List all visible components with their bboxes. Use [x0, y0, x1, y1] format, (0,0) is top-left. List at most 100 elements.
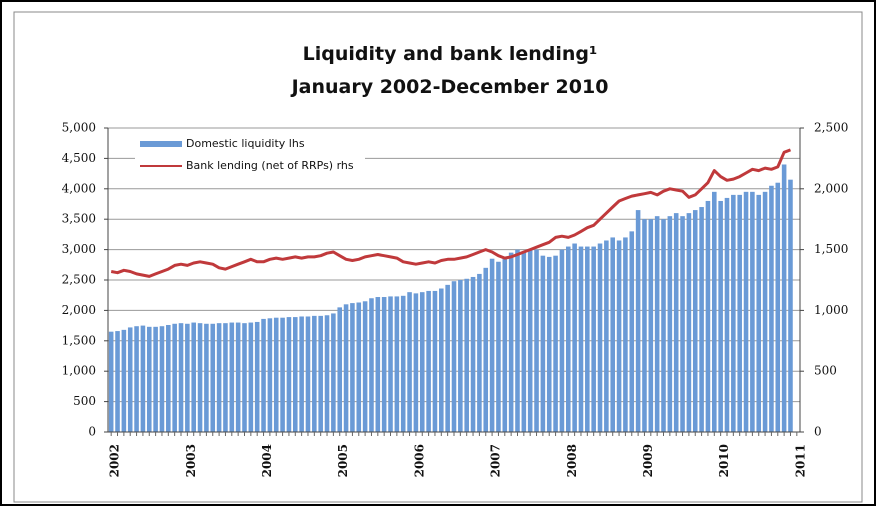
bar — [280, 317, 285, 432]
bar — [648, 219, 654, 432]
bar — [724, 197, 730, 432]
y-tick-label: 4,500 — [62, 151, 96, 165]
bar — [121, 329, 127, 432]
bar — [178, 323, 184, 432]
y-tick-label: 4,000 — [62, 181, 96, 195]
bar — [585, 246, 590, 432]
bar — [534, 249, 539, 432]
bar — [127, 327, 133, 432]
bar — [439, 288, 444, 432]
y-tick-label: 1,500 — [62, 333, 96, 347]
bar — [610, 237, 616, 432]
bar — [115, 331, 120, 432]
bar — [686, 213, 692, 432]
bar — [432, 290, 438, 432]
y-tick-label: 2,000 — [62, 303, 96, 317]
bar — [731, 194, 736, 432]
y-tick-label: 5,000 — [62, 121, 96, 135]
bar — [299, 316, 304, 432]
bar — [629, 231, 635, 432]
bar — [273, 317, 279, 432]
bar — [769, 185, 774, 432]
bar — [692, 210, 698, 432]
y-tick-label: 500 — [73, 394, 96, 408]
bar — [312, 315, 317, 432]
chart-title: Liquidity and bank lending¹ — [303, 43, 598, 65]
bar — [661, 219, 666, 432]
bar — [762, 191, 768, 432]
bar — [572, 243, 577, 432]
bar — [445, 284, 450, 432]
y2-tick-label: 500 — [814, 364, 837, 378]
bar — [350, 303, 355, 432]
bar — [134, 326, 139, 432]
bar — [267, 318, 273, 432]
bar — [140, 325, 146, 432]
bar — [216, 323, 222, 432]
bar — [369, 298, 374, 432]
bar — [781, 164, 787, 433]
bar — [381, 297, 387, 432]
bar — [788, 179, 793, 432]
x-tick-label: 2005 — [336, 444, 350, 477]
bar — [356, 302, 362, 432]
y2-tick-label: 1,000 — [814, 303, 848, 317]
bar — [210, 323, 216, 432]
bar — [407, 292, 412, 432]
x-tick-label: 2011 — [793, 444, 807, 477]
legend-label: Bank lending (net of RRPs) rhs — [186, 159, 354, 172]
bar — [483, 267, 489, 432]
bar — [242, 323, 247, 432]
bar — [159, 326, 165, 432]
bar — [496, 261, 501, 432]
bar — [223, 323, 228, 432]
bar — [591, 246, 596, 432]
bar — [292, 317, 298, 432]
x-tick-label: 2002 — [108, 444, 122, 477]
bar — [191, 322, 196, 432]
bar — [521, 252, 527, 432]
y-tick-label: 2,500 — [62, 273, 96, 287]
bar — [540, 255, 546, 432]
bar — [642, 219, 647, 432]
bar — [464, 278, 469, 432]
bar — [172, 323, 177, 432]
bar — [578, 246, 584, 432]
x-tick-label: 2008 — [565, 444, 579, 477]
bar — [546, 256, 552, 432]
bar — [477, 273, 482, 432]
y2-tick-label: 2,000 — [814, 181, 848, 195]
bar — [515, 249, 520, 432]
y-tick-label: 3,500 — [62, 212, 96, 226]
bar — [718, 200, 723, 432]
bar — [235, 322, 241, 432]
bar — [337, 307, 343, 432]
bar — [394, 296, 400, 432]
x-tick-label: 2010 — [717, 444, 731, 477]
bar — [254, 321, 260, 432]
bar — [261, 318, 266, 432]
chart-subtitle: January 2002-December 2010 — [290, 76, 609, 98]
bar — [343, 304, 349, 432]
bar — [502, 256, 508, 432]
bar — [166, 324, 171, 432]
bar — [185, 323, 190, 432]
x-tick-label: 2007 — [489, 444, 503, 477]
x-tick-label: 2004 — [260, 444, 274, 477]
bar — [362, 301, 368, 432]
bar — [153, 326, 158, 432]
bar — [400, 295, 406, 432]
bar — [667, 216, 673, 432]
legend-swatch — [140, 141, 182, 147]
bar — [331, 313, 336, 432]
bar — [197, 323, 203, 432]
bar — [489, 258, 495, 432]
bar — [508, 252, 514, 432]
bar — [616, 240, 622, 432]
bar — [458, 280, 463, 432]
bar — [375, 297, 381, 432]
y2-tick-label: 2,500 — [814, 121, 848, 135]
bar — [305, 316, 311, 432]
bar — [737, 194, 742, 432]
x-tick-label: 2003 — [184, 444, 198, 477]
